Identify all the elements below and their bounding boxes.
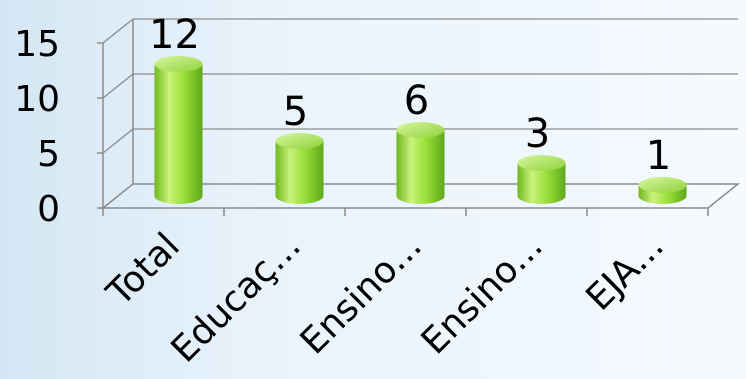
x-tick-label: Total: [99, 225, 188, 314]
axis-layer: [97, 42, 709, 216]
y-tick-label: 0: [37, 189, 60, 230]
gridline-side: [102, 128, 134, 154]
bar-cap: [517, 155, 566, 171]
x-tick-label: Educaç...: [164, 225, 309, 370]
bar: [275, 133, 324, 204]
bar: [396, 122, 445, 204]
x-tick-label: Ensino...: [414, 225, 551, 362]
bar: [517, 155, 566, 204]
x-tick-label: EJA...: [578, 225, 671, 318]
bar: [638, 177, 687, 204]
label-layer: 0 5 10 15 12 Total 5 Educaç... 6 Ensino... 3 Ensino…: [14, 12, 672, 371]
bar-body: [396, 130, 445, 204]
bar-body: [154, 64, 203, 204]
data-label: 6: [404, 78, 429, 124]
bar-cap: [275, 133, 324, 149]
bar-cap: [396, 122, 445, 138]
y-tick-label: 5: [37, 134, 60, 175]
bar-layer: [154, 56, 687, 204]
bar-cap: [154, 56, 203, 72]
data-label: 3: [525, 111, 550, 157]
gridline-side: [102, 73, 134, 99]
bar-body: [517, 163, 566, 204]
gridline-side: [102, 18, 134, 44]
data-label: 1: [646, 133, 671, 179]
bar-cap: [638, 177, 687, 193]
chart-floor: [100, 183, 741, 209]
data-label: 5: [283, 89, 308, 135]
x-tick-label: Ensino...: [293, 225, 430, 362]
bar-body: [275, 141, 324, 204]
y-tick-label: 15: [14, 24, 60, 65]
y-tick-label: 10: [14, 79, 60, 120]
data-label: 12: [149, 12, 200, 58]
bar: [154, 56, 203, 204]
